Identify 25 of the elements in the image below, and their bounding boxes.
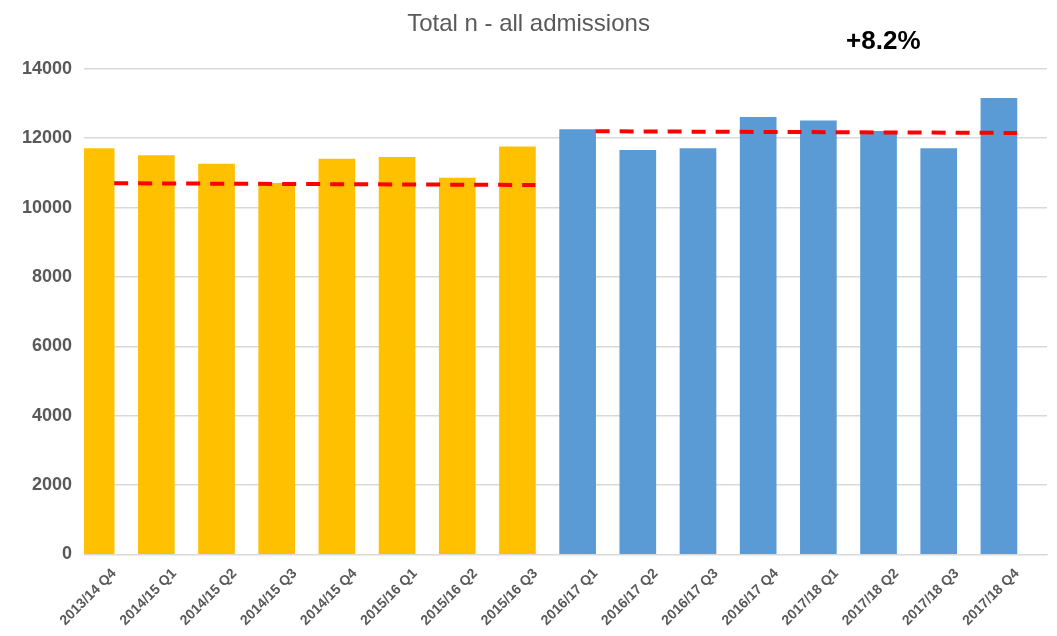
bar bbox=[980, 97, 1018, 554]
chart-title: Total n - all admissions bbox=[407, 9, 650, 37]
bar bbox=[679, 148, 717, 554]
bar bbox=[438, 177, 476, 554]
y-tick-label: 8000 bbox=[32, 265, 73, 286]
bar bbox=[138, 155, 175, 554]
y-tick-label: 12000 bbox=[21, 127, 73, 148]
bar bbox=[619, 149, 657, 554]
bar bbox=[258, 182, 296, 554]
bar bbox=[860, 130, 897, 554]
bar bbox=[559, 129, 596, 554]
text: +8.2% bbox=[846, 25, 921, 56]
bar bbox=[920, 148, 958, 554]
y-tick-label: 6000 bbox=[32, 335, 73, 356]
bar bbox=[378, 156, 416, 554]
bar bbox=[499, 146, 536, 554]
y-tick-label: 4000 bbox=[32, 404, 73, 425]
bar bbox=[318, 158, 356, 554]
y-tick-label: 0 bbox=[62, 543, 73, 564]
y-tick-label: 14000 bbox=[21, 57, 73, 78]
bar bbox=[800, 120, 837, 554]
bar bbox=[739, 117, 777, 554]
y-tick-label: 2000 bbox=[32, 473, 73, 494]
bar bbox=[198, 163, 235, 554]
y-tick-label: 10000 bbox=[21, 196, 73, 217]
